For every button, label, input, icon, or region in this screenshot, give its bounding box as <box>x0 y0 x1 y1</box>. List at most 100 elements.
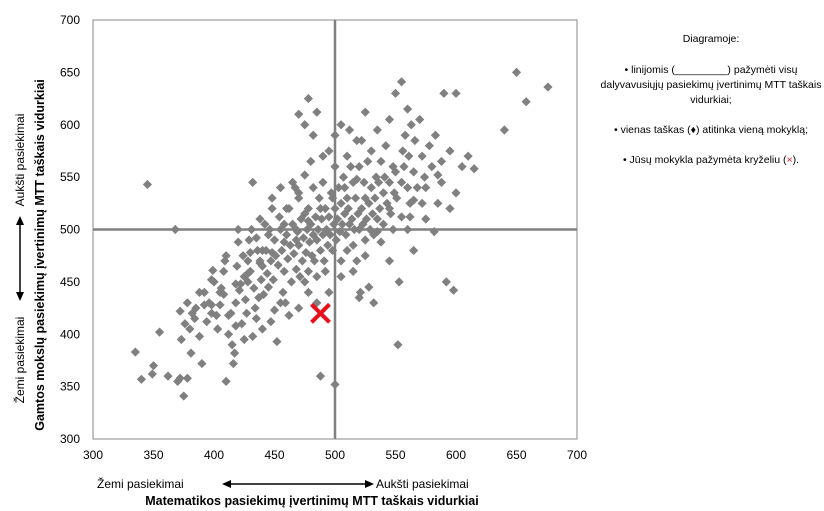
data-point <box>324 212 334 222</box>
y-axis-arrow <box>16 216 24 301</box>
data-point <box>315 245 326 256</box>
data-point <box>327 245 338 256</box>
data-point <box>303 266 313 276</box>
data-point <box>334 183 344 193</box>
data-point <box>219 289 229 300</box>
data-point <box>257 261 267 271</box>
data-point <box>348 240 358 250</box>
y-tick-label: 350 <box>60 380 80 394</box>
data-point <box>403 183 413 193</box>
data-point <box>248 331 258 341</box>
data-point <box>366 146 376 156</box>
data-point <box>213 324 223 334</box>
data-point <box>291 264 301 274</box>
data-point <box>179 391 189 401</box>
legend-item-school: • Jūsų mokykla pažymėta kryželiu (×). <box>598 153 824 168</box>
data-point <box>182 373 192 383</box>
data-point <box>324 146 334 156</box>
data-point <box>315 371 326 381</box>
data-point <box>154 327 165 337</box>
data-point <box>263 282 274 292</box>
data-point <box>309 256 320 266</box>
x-tick-label: 350 <box>143 448 163 462</box>
data-point <box>303 287 313 297</box>
data-point <box>249 283 259 293</box>
data-point <box>384 203 395 214</box>
data-point <box>451 88 461 98</box>
data-point <box>239 334 249 345</box>
data-point <box>421 183 431 193</box>
data-point <box>543 82 553 92</box>
data-point <box>342 245 352 256</box>
data-point <box>243 268 253 279</box>
data-point <box>355 287 366 297</box>
data-point <box>367 209 378 219</box>
data-point <box>273 260 283 270</box>
data-point <box>360 235 370 245</box>
data-point <box>463 151 473 161</box>
data-point <box>272 336 282 347</box>
y-tick-label: 650 <box>60 65 80 79</box>
data-point <box>323 240 333 250</box>
data-point <box>238 251 248 261</box>
data-point <box>344 219 355 229</box>
data-point <box>354 162 364 172</box>
data-point <box>340 183 350 193</box>
data-point <box>417 198 427 208</box>
data-point <box>286 277 297 287</box>
data-point <box>221 251 231 261</box>
data-point <box>242 308 252 318</box>
data-point <box>231 298 241 308</box>
x-tick-label: 700 <box>567 448 587 462</box>
y-tick-label: 450 <box>60 275 80 289</box>
data-point <box>278 287 288 297</box>
data-point <box>410 135 420 146</box>
y-axis-low-label: Žemi pasiekimai <box>12 317 27 404</box>
data-point <box>398 146 408 156</box>
data-point <box>347 214 357 224</box>
data-point <box>336 198 346 208</box>
data-point <box>185 324 195 334</box>
data-point <box>361 214 372 224</box>
data-point <box>215 300 225 310</box>
x-tick-label: 500 <box>325 448 345 462</box>
data-point <box>336 120 346 130</box>
data-point <box>312 107 322 117</box>
data-point <box>255 258 265 268</box>
data-point <box>392 193 402 203</box>
data-point <box>266 256 276 266</box>
data-point <box>163 371 173 381</box>
data-point <box>282 230 292 240</box>
data-point <box>396 212 407 222</box>
data-point <box>336 272 346 282</box>
data-point <box>499 125 509 135</box>
y-tick-label: 550 <box>60 170 80 184</box>
data-point <box>378 219 388 229</box>
x-axis-arrow <box>222 480 374 488</box>
data-point <box>384 177 395 187</box>
data-point <box>380 172 390 182</box>
data-point <box>352 256 362 266</box>
data-point <box>223 329 234 339</box>
legend: Diagramoje: • linijomis (_________) pažy… <box>598 32 824 183</box>
data-point <box>373 177 384 187</box>
data-point <box>173 376 183 386</box>
y-tick-label: 400 <box>60 327 80 341</box>
data-point <box>364 282 374 292</box>
data-point <box>320 266 330 276</box>
data-point <box>409 245 419 256</box>
data-point <box>277 245 287 256</box>
data-point <box>282 203 292 214</box>
data-point <box>378 188 388 198</box>
data-point <box>389 188 399 198</box>
x-axis-title: Matematikos pasiekimų įvertinimų MTT taš… <box>145 494 478 508</box>
data-point <box>335 226 345 237</box>
x-axis-ticks: 300 350 400 450 500 550 600 650 700 <box>83 448 587 462</box>
data-point <box>294 303 304 313</box>
data-point <box>288 177 298 187</box>
data-point <box>359 177 369 187</box>
legend-school-text-pre: • Jūsų mokykla pažymėta kryželiu ( <box>622 154 787 166</box>
data-point <box>363 156 373 167</box>
data-point <box>209 277 219 287</box>
data-point <box>390 167 401 177</box>
